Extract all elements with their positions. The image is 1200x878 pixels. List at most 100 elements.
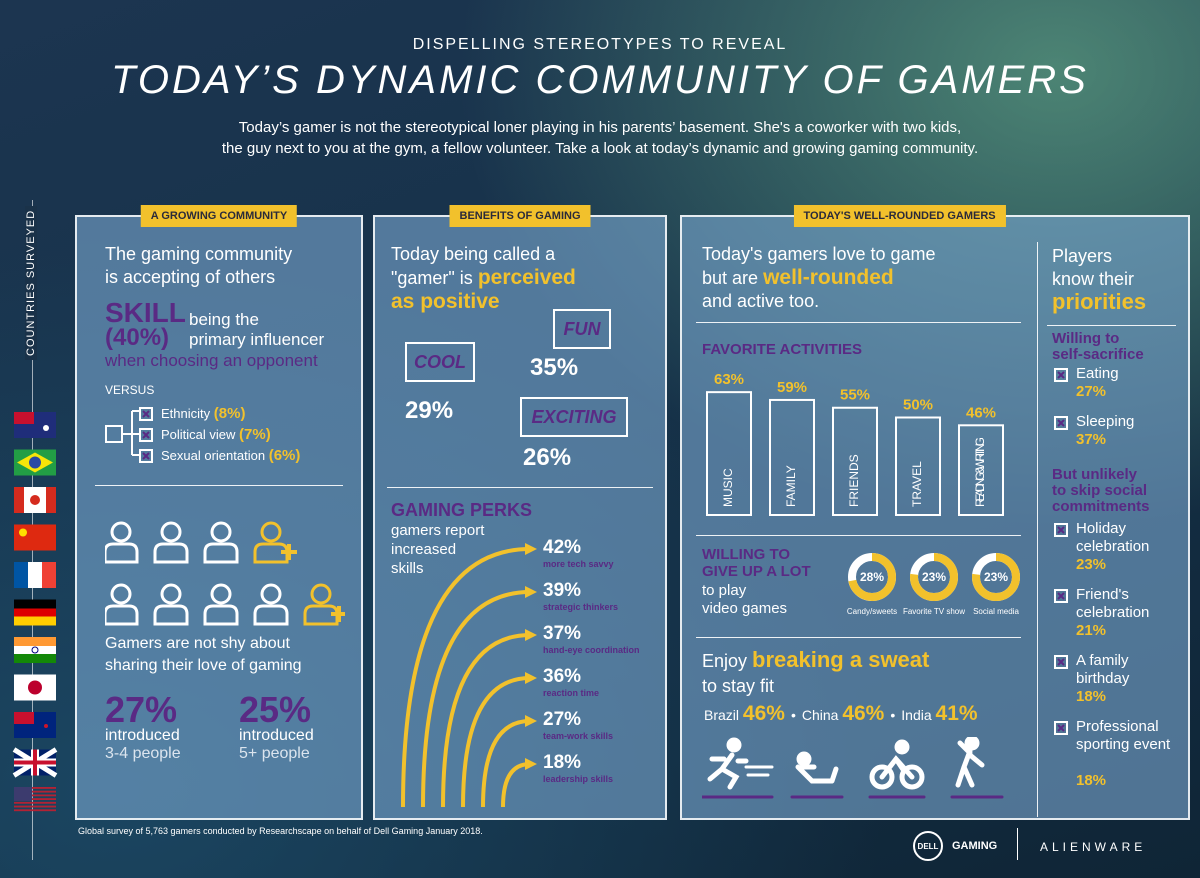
perk-label: leadership skills (543, 774, 614, 784)
checkbox-x (142, 410, 150, 418)
donut-value (972, 553, 1020, 601)
give-up-text: video games (702, 600, 788, 617)
donut-caption: Social media (973, 607, 1019, 616)
perks-text: gamers report (391, 522, 485, 539)
person-head (110, 583, 132, 605)
priorities-heading: know their (1052, 269, 1135, 289)
person-icon (153, 583, 189, 626)
activities-title: FAVORITE ACTIVITIES (702, 341, 863, 358)
tab: BENEFITS OF GAMING (449, 205, 591, 227)
perk-label: strategic thinkers (543, 602, 619, 612)
perk-arrow (525, 586, 537, 598)
checkbox-box (1054, 368, 1068, 382)
tree-node (105, 425, 123, 443)
checkbox-x (1057, 658, 1065, 666)
checkbox (139, 449, 153, 463)
sharing: Gamers are not shy about (105, 635, 290, 652)
checkbox (1054, 368, 1068, 382)
flag (14, 787, 56, 812)
heading: Today being called a (391, 244, 556, 264)
country-name: India (901, 707, 932, 723)
icon-stretch (955, 737, 985, 788)
checkbox-box (1054, 655, 1068, 669)
perk-pct: 36% (543, 666, 582, 687)
priorities-highlight: priorities (1052, 289, 1147, 314)
activity-bar (895, 416, 941, 516)
checkbox (139, 407, 153, 421)
priority-pct: 18% (1076, 688, 1107, 705)
perk-arc (401, 547, 531, 808)
give-up-title: WILLING TO (702, 546, 791, 563)
activity-value: 46% (966, 404, 996, 421)
divider (1047, 325, 1176, 326)
divider (1037, 242, 1038, 817)
person-body (105, 604, 139, 626)
perk-label: reaction time (543, 688, 600, 698)
dell-logo: DELL (913, 831, 943, 861)
priority-pct: 23% (1076, 556, 1107, 573)
person-plus (331, 606, 345, 622)
perk-arc (501, 762, 531, 808)
priority-pct: 27% (1076, 383, 1107, 400)
sharing: sharing their love of gaming (105, 657, 302, 674)
flag-part (44, 724, 48, 728)
perks-title: GAMING PERKS (391, 500, 533, 520)
social-title: commitments (1052, 498, 1150, 515)
skill-text: being the (189, 310, 259, 329)
tab: A GROWING COMMUNITY (140, 205, 298, 227)
activity-bar (706, 391, 752, 516)
perk-label: more tech savvy (543, 559, 614, 569)
factor: Sexual orientation (6%) (161, 447, 300, 464)
flag (14, 712, 56, 738)
person-icon (253, 583, 289, 626)
footnote: Global survey of 5,763 gamers conducted … (78, 826, 483, 836)
perk-arrow (525, 715, 537, 727)
person-body (203, 542, 239, 564)
divider (387, 487, 653, 488)
introduced-label: introduced (105, 727, 180, 744)
checkbox (1054, 721, 1068, 735)
sweat-highlight: breaking a sweat (752, 647, 930, 672)
heading: The gaming community (105, 244, 293, 264)
sweat-heading: Enjoy breaking a sweat (702, 647, 929, 673)
flag-part (14, 646, 56, 654)
checkbox-x (1057, 724, 1065, 732)
tree (105, 410, 140, 456)
activity-bars: 63% MUSIC 59% FAMILY 55% FRIENDS 50% TRAVEL 46% R… (706, 371, 1004, 517)
flag-part (14, 412, 34, 424)
heading-highlight: as positive (391, 290, 500, 313)
perk-label: hand-eye coordination (543, 645, 640, 655)
flag (14, 637, 56, 663)
perk-pct: 39% (543, 580, 582, 601)
flag (14, 674, 56, 701)
heading-highlight: perceived (477, 266, 576, 289)
activity-label: FRIENDS (847, 454, 861, 507)
introduced-label: introduced (239, 727, 314, 744)
tab: TODAY'S WELL-ROUNDED GAMERS (793, 205, 1006, 227)
factor-label: Sexual orientation (161, 448, 266, 463)
person-head (310, 583, 332, 605)
person-icon (105, 521, 139, 564)
flag (14, 599, 56, 626)
flag-part (19, 528, 27, 537)
country-name: China (801, 707, 839, 723)
donut-value (910, 553, 958, 601)
flag-part (31, 646, 39, 654)
priority-label: Professional sporting event (1076, 718, 1171, 753)
title: TODAY’S DYNAMIC COMMUNITY OF GAMERS (111, 58, 1089, 102)
give-up-donuts: 28% Candy/sweets 23% Favorite TV show 23% Soc… (847, 553, 1020, 616)
flag-part (14, 599, 56, 609)
kicker: DISPELLING STEREOTYPES TO REVEAL (412, 36, 788, 53)
perk-pct: 27% (543, 709, 582, 730)
perk-arrow (525, 758, 537, 770)
person-icon (105, 583, 139, 626)
gaming-brand: GAMING (952, 840, 998, 852)
bullet: • (890, 707, 896, 723)
checkbox-box (139, 449, 153, 463)
checkbox-box (1054, 589, 1068, 603)
priority-label: Holiday celebration (1076, 520, 1150, 555)
checkbox-box (139, 407, 153, 421)
divider (696, 322, 1021, 323)
checkbox-x (1057, 419, 1065, 427)
person-icon (203, 521, 239, 564)
